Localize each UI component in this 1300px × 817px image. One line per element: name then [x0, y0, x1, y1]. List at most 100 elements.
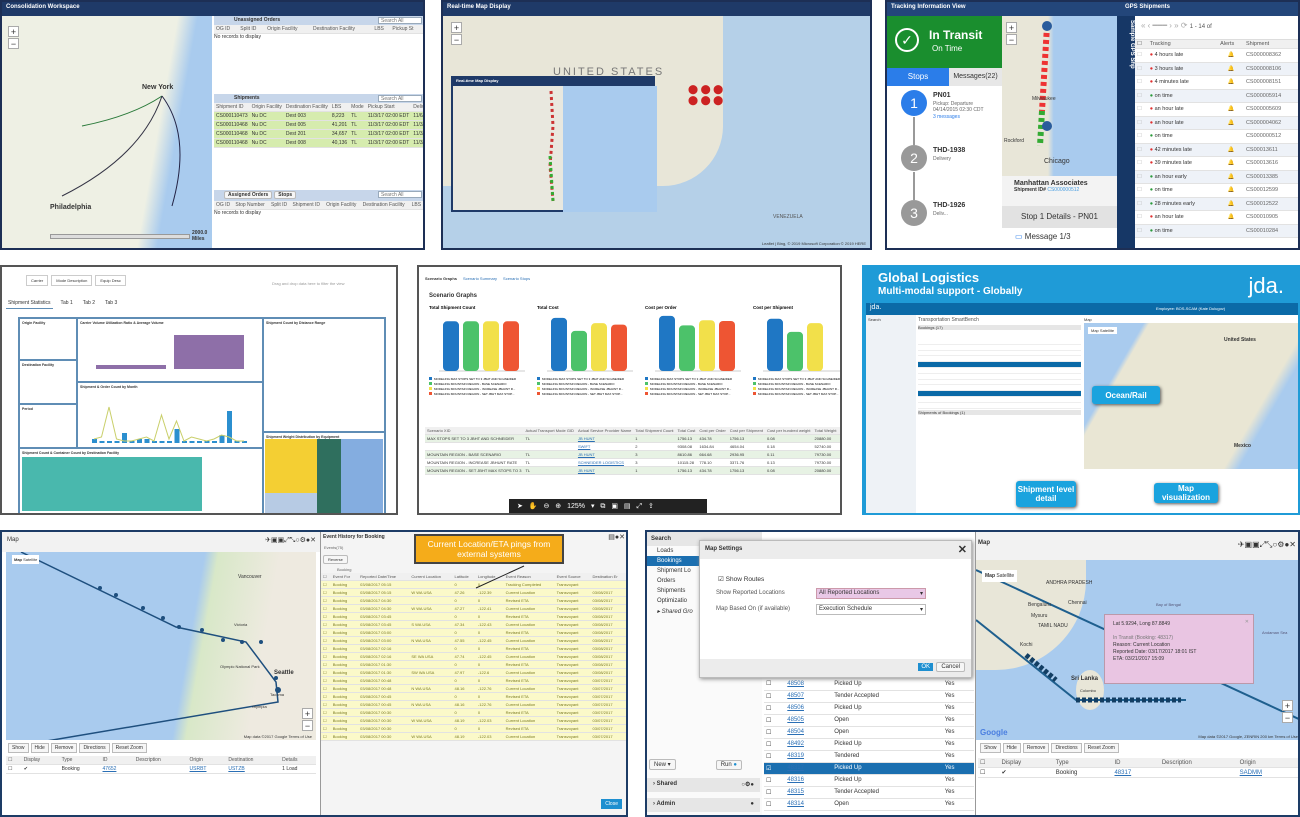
ok-button[interactable]: OK [918, 663, 933, 671]
table-row[interactable]: ☐ Booking 03/08/2017 03:00 N WA USA 47.55 -12… [321, 636, 626, 645]
zoom-out-button[interactable]: − [451, 34, 462, 45]
map-type-toggle[interactable]: Map Satellite [12, 555, 40, 564]
row-checkbox[interactable]: ☐ [321, 724, 331, 733]
tab-tab-1[interactable]: Tab 1 [60, 300, 73, 306]
column-header[interactable]: Details [280, 756, 316, 765]
filter-chip-mode-description[interactable]: Mode Description [51, 275, 93, 286]
table-row[interactable]: ☐ ✔ Booking 47652 USRBT USTZB 1 Load [6, 764, 316, 774]
row-checkbox[interactable]: ☐ [321, 668, 331, 677]
search-item-orders[interactable]: Orders [657, 578, 676, 584]
tab-scenario-summary[interactable]: Scenario Summary [463, 276, 498, 281]
booking-id[interactable]: 48507 [785, 690, 833, 703]
table-row[interactable]: ☐ 48505 Open Yes [764, 714, 974, 727]
column-header[interactable]: Total Shipment Count [633, 427, 676, 435]
column-header[interactable]: LBS [409, 201, 423, 210]
table-row[interactable]: ☐ ● an hour late 🔔 CS000005609 [1135, 102, 1298, 117]
column-header[interactable]: Total Weight [812, 427, 839, 435]
run-button[interactable]: Run ● [715, 760, 742, 770]
select-all-checkbox[interactable]: ☐ [1135, 40, 1148, 49]
provider[interactable]: SCHNEIDER LOGISTICS [575, 458, 634, 467]
column-header[interactable]: Description [1159, 758, 1238, 768]
select-all-checkbox[interactable]: ☐ [6, 756, 22, 765]
treemap-cell[interactable] [341, 439, 383, 513]
row-checkbox[interactable]: ☐ [1135, 129, 1148, 144]
zoom-out-button[interactable]: − [1282, 712, 1293, 723]
tracking-map[interactable]: + − Chicago Rockford Milwaukee [1002, 16, 1117, 176]
table-row[interactable]: ☐ Booking 03/08/2017 05:15 0 0 Tracking Compl… [321, 580, 626, 589]
message-link[interactable]: ▭ Message 1/3 [1015, 232, 1071, 241]
column-header[interactable]: Mode [349, 103, 366, 112]
booking-row[interactable] [918, 367, 1081, 374]
table-row[interactable]: ☐ ● 39 minutes late 🔔 CS00013616 [1135, 156, 1298, 171]
table-row[interactable]: ☐ 48315 Tender Accepted Yes [764, 786, 974, 799]
table-row[interactable]: CS000110468 Nu DC Dest 008 40,136 TL 11/3/17 … [214, 138, 423, 148]
column-header[interactable]: Shipment ID [214, 103, 250, 112]
row-checkbox[interactable]: ☐ [764, 726, 786, 739]
window-controls[interactable]: ✈▣▣⤢⤡○⚙●✕ [1237, 540, 1296, 549]
pager[interactable]: « ‹ ━━━ › » ⟳ 1 - 14 of [1135, 16, 1298, 40]
table-row[interactable]: ☐ Booking 03/08/2017 00:48 N WA USA 48.16 -12… [321, 684, 626, 693]
search-item-optimizatio[interactable]: Optimizatio [657, 598, 688, 604]
zoom-out-button[interactable]: − [302, 720, 313, 731]
row-checkbox[interactable]: ☐ [321, 716, 331, 725]
table-row[interactable]: ☑ 48317 Picked Up Yes [764, 762, 974, 775]
search-item-shipment-lo[interactable]: Shipment Lo [657, 568, 691, 574]
stop-item[interactable]: 3 THD-1926 Deliv... [901, 200, 1001, 248]
column-header[interactable]: ID [1112, 758, 1160, 768]
table-row[interactable]: ☐ ● on time CS000000512 [1135, 129, 1298, 144]
table-row[interactable]: ☐ 48508 Picked Up Yes [764, 678, 974, 691]
table-row[interactable]: ☐ Booking 03/08/2017 03:45 0 0 Revised ETA Tra… [321, 612, 626, 621]
search-item-shared-gro[interactable]: ▸ Shared Gro [657, 609, 693, 615]
row-checkbox[interactable]: ☐ [1135, 170, 1148, 184]
row-checkbox[interactable]: ☐ [321, 700, 331, 709]
zoom-in-button[interactable]: + [302, 708, 313, 719]
column-header[interactable]: Origin [187, 756, 227, 765]
row-checkbox[interactable]: ☐ [764, 714, 786, 727]
zoom-in-button[interactable]: + [8, 26, 19, 37]
table-row[interactable]: ☐ ● on time CS000005914 [1135, 89, 1298, 103]
row-checkbox[interactable]: ☐ [321, 604, 331, 613]
row-checkbox[interactable]: ☐ [321, 596, 331, 605]
column-header[interactable]: Split ID [238, 25, 266, 34]
table-row[interactable]: ☐ 48507 Tender Accepted Yes [764, 690, 974, 703]
row-checkbox[interactable]: ☐ [764, 702, 786, 715]
map-type-toggle[interactable]: Map Satellite [1088, 327, 1118, 334]
row-checkbox[interactable]: ☐ [764, 738, 786, 751]
booking-id[interactable]: 48314 [785, 798, 833, 811]
dashboard-tile[interactable]: Carrier Volume Utilization Ratio & Avera… [78, 319, 262, 381]
row-checkbox[interactable]: ☐ [321, 620, 331, 629]
table-row[interactable]: MOUNTAIN REGION - INCREASE JBHUNT RATE TL… [425, 458, 840, 467]
map-based-on-select[interactable]: Execution Schedule ▾ [816, 604, 926, 615]
booking-row[interactable] [918, 362, 1081, 368]
table-row[interactable]: SWIFT29308.081634.844654.040.1852740.000… [425, 442, 840, 451]
select-all-checkbox[interactable]: ☐ [321, 573, 331, 581]
assigned-search-input[interactable] [378, 191, 422, 198]
zoom-out-button[interactable]: − [1006, 34, 1017, 45]
column-header[interactable]: Cost per Order [697, 427, 728, 435]
column-header[interactable]: Destination Facility [283, 103, 330, 112]
column-header[interactable]: Current Location [409, 573, 453, 581]
table-row[interactable]: ☐ Booking 03/08/2017 04:30 W WA USA 47.27 -12… [321, 604, 626, 613]
tab-tab-3[interactable]: Tab 3 [105, 300, 118, 306]
column-header[interactable]: Tracking [1147, 40, 1219, 49]
column-header[interactable]: Origin [1237, 758, 1298, 768]
show-routes-checkbox[interactable]: ☑ Show Routes [718, 576, 765, 583]
zoom-in-button[interactable]: + [451, 22, 462, 33]
stop-details[interactable]: Stop 1 Details - PN01 [1002, 206, 1117, 228]
table-row[interactable]: ☐ 48506 Picked Up Yes [764, 702, 974, 715]
row-checkbox[interactable]: ☐ [1135, 224, 1148, 238]
booking-row[interactable] [918, 391, 1081, 397]
tab-stops[interactable]: Stops [887, 68, 949, 86]
booking-id[interactable]: 48315 [785, 786, 833, 799]
map-directions-button[interactable]: Directions [1051, 743, 1082, 753]
help-icon[interactable]: ● [750, 801, 754, 807]
destination[interactable]: USTZB [226, 764, 281, 774]
column-header[interactable]: Type [1053, 758, 1113, 768]
column-header[interactable]: OG ID [214, 25, 239, 34]
map-markers[interactable]: ⬤ ⬤ ⬤ ⬤ ⬤ ⬤ [688, 84, 724, 105]
column-header[interactable]: Destination [226, 756, 281, 765]
booking-id[interactable]: 48492 [785, 738, 833, 751]
booking-row[interactable] [918, 344, 1081, 351]
dashboard-tile[interactable]: Shipment Count by Distance Range [264, 319, 384, 431]
row-checkbox[interactable]: ☐ [321, 628, 331, 637]
